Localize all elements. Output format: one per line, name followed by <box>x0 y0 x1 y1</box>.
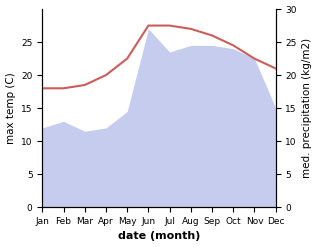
Y-axis label: med. precipitation (kg/m2): med. precipitation (kg/m2) <box>302 38 313 178</box>
X-axis label: date (month): date (month) <box>118 231 200 242</box>
Y-axis label: max temp (C): max temp (C) <box>5 72 16 144</box>
